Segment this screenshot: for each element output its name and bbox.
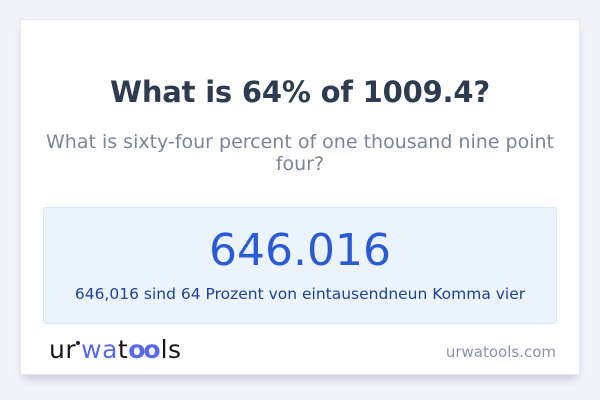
result-box: 646.016 646,016 sind 64 Prozent von eint… — [43, 207, 557, 324]
calculator-card: What is 64% of 1009.4? What is sixty-fou… — [20, 19, 580, 375]
result-sentence-german: 646,016 sind 64 Prozent von eintausendne… — [74, 284, 526, 303]
urwatools-logo[interactable]: ur watools — [49, 335, 182, 365]
logo-part-ls: ls — [160, 335, 182, 364]
question-title: What is 64% of 1009.4? — [110, 75, 490, 109]
result-value: 646.016 — [209, 224, 391, 276]
logo-glasses-oo: oo — [128, 335, 160, 364]
card-footer: ur watools urwatools.com — [49, 335, 556, 365]
logo-part-ur: ur — [49, 335, 77, 364]
degree-ring-icon — [76, 341, 81, 345]
logo-part-wa: wa — [81, 335, 118, 364]
logo-part-t: t — [117, 335, 129, 364]
question-subtitle: What is sixty-four percent of one thousa… — [46, 131, 554, 175]
website-url: urwatools.com — [445, 343, 556, 361]
